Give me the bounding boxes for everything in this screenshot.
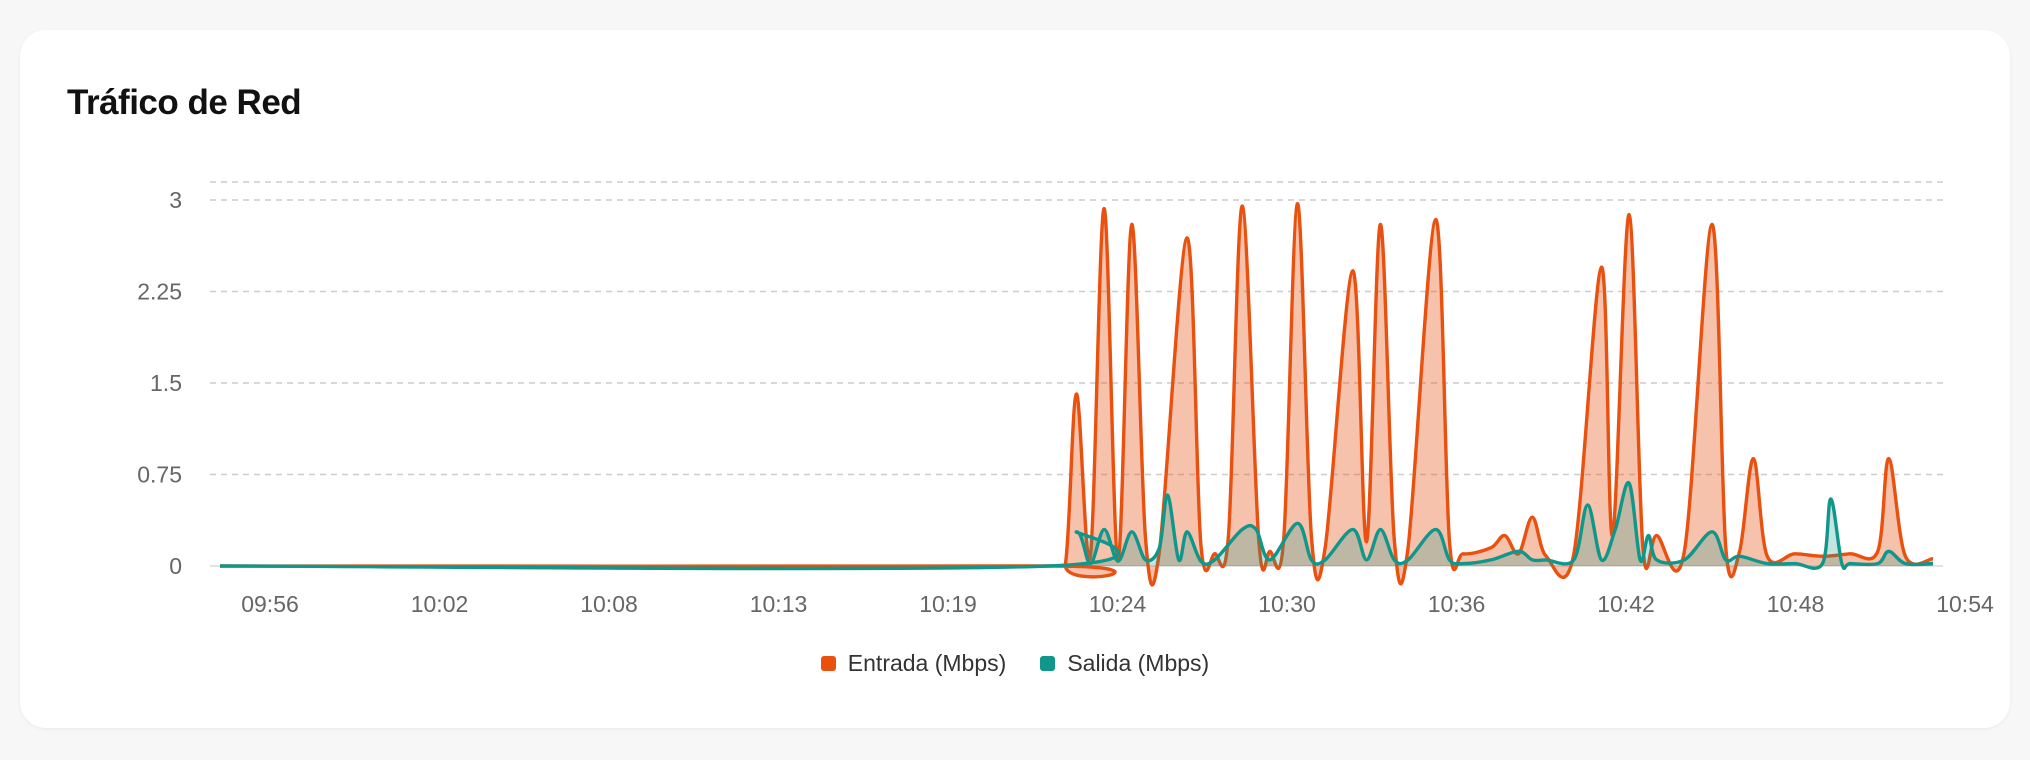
y-tick-label: 0 [169,553,182,579]
legend-label-entrada: Entrada (Mbps) [847,650,1007,676]
series-line-salida[interactable] [219,481,1934,571]
legend-swatch-entrada [820,656,836,671]
legend-swatch-salida [1040,656,1056,671]
x-tick-label: 10:36 [1428,591,1486,617]
x-tick-label: 10:13 [750,591,808,617]
network-traffic-card: Tráfico de Red 0 0.75 1.5 2.25 3 09:56 10:02 1… [20,30,2010,728]
y-tick-label: 3 [169,187,182,213]
y-tick-label: 0.75 [137,462,182,488]
x-tick-label: 10:54 [1936,591,1994,617]
y-axis-labels: 0 0.75 1.5 2.25 3 [137,187,182,579]
series-line-entrada[interactable] [219,201,1934,587]
traffic-chart: 0 0.75 1.5 2.25 3 09:56 10:02 10:08 10:13 10:19 1… [137,181,1994,617]
legend-item-salida[interactable]: Salida (Mbps) [1040,650,1209,677]
x-tick-label: 10:19 [919,591,977,617]
x-tick-label: 10:24 [1089,591,1147,617]
y-tick-label: 1.5 [150,370,182,396]
x-axis-labels: 09:56 10:02 10:08 10:13 10:19 10:24 10:30 10:36… [241,591,1994,617]
series-area-salida [220,482,1933,569]
legend-label-salida: Salida (Mbps) [1067,650,1210,676]
y-tick-label: 2.25 [137,279,182,305]
chart-title: Tráfico de Red [67,83,302,122]
series-layer [219,201,1934,587]
x-tick-label: 10:48 [1767,591,1825,617]
x-tick-label: 10:42 [1597,591,1655,617]
x-tick-label: 10:02 [411,591,469,617]
x-tick-label: 10:08 [580,591,638,617]
legend-item-entrada[interactable]: Entrada (Mbps) [820,650,1007,677]
legend: Entrada (Mbps) Salida (Mbps) [20,650,2010,677]
x-tick-label: 09:56 [241,591,299,617]
x-tick-label: 10:30 [1258,591,1316,617]
